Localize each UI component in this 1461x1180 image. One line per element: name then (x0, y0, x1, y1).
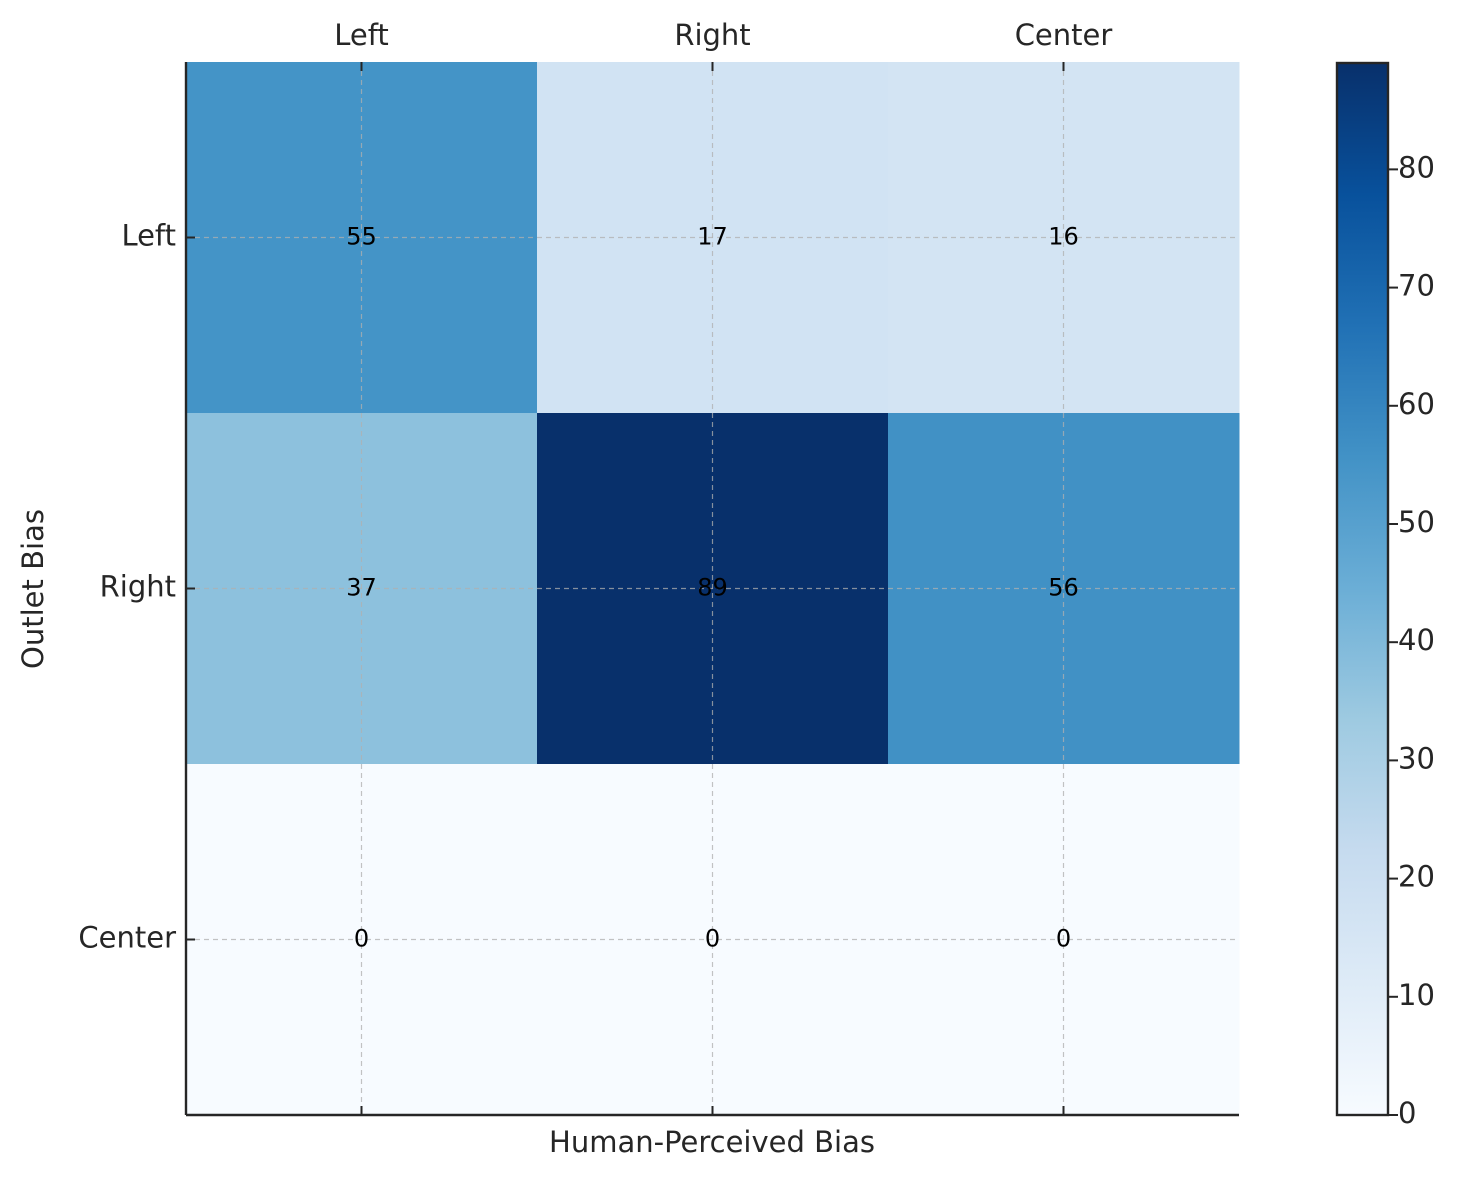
cell-value-labels: 55 17 16 37 89 56 0 0 0 (346, 223, 1079, 953)
grid-lines (186, 62, 1239, 1115)
y-tick-label: Center (78, 921, 176, 955)
y-tick-label: Right (100, 570, 176, 604)
colorbar-gradient (1335, 61, 1390, 1117)
cell-value-label: 16 (1048, 223, 1079, 251)
cell-value-label: 0 (705, 925, 720, 953)
cell-value-label: 17 (697, 223, 728, 251)
cell-value-label: 89 (697, 574, 728, 602)
x-axis-ticks: Left Right Center (334, 18, 1112, 1115)
x-tick-label: Center (1015, 18, 1113, 52)
colorbar-tick-label: 10 (1398, 978, 1435, 1012)
x-tick-label: Left (334, 18, 389, 52)
cell-value-label: 0 (354, 925, 369, 953)
y-axis-ticks: Left Right Center (78, 219, 195, 955)
colorbar: 0 10 20 30 40 50 60 70 80 (1335, 61, 1435, 1130)
colorbar-tick-label: 30 (1398, 741, 1435, 775)
colorbar-tick-label: 80 (1398, 150, 1435, 184)
colorbar-ticks: 0 10 20 30 40 50 60 70 80 (1388, 150, 1435, 1130)
y-tick-label: Left (121, 219, 176, 253)
y-axis-label: Outlet Bias (16, 509, 50, 669)
cell-value-label: 37 (346, 574, 377, 602)
colorbar-tick-label: 20 (1398, 860, 1435, 894)
cell-value-label: 55 (346, 223, 377, 251)
x-tick-label: Right (674, 18, 750, 52)
cell-value-label: 56 (1048, 574, 1079, 602)
x-axis-label: Human-Perceived Bias (549, 1125, 875, 1159)
colorbar-tick-label: 60 (1398, 387, 1435, 421)
colorbar-tick-label: 0 (1398, 1096, 1416, 1130)
colorbar-tick-label: 70 (1398, 269, 1435, 303)
cell-value-label: 0 (1056, 925, 1071, 953)
colorbar-tick-label: 50 (1398, 505, 1435, 539)
colorbar-tick-label: 40 (1398, 623, 1435, 657)
